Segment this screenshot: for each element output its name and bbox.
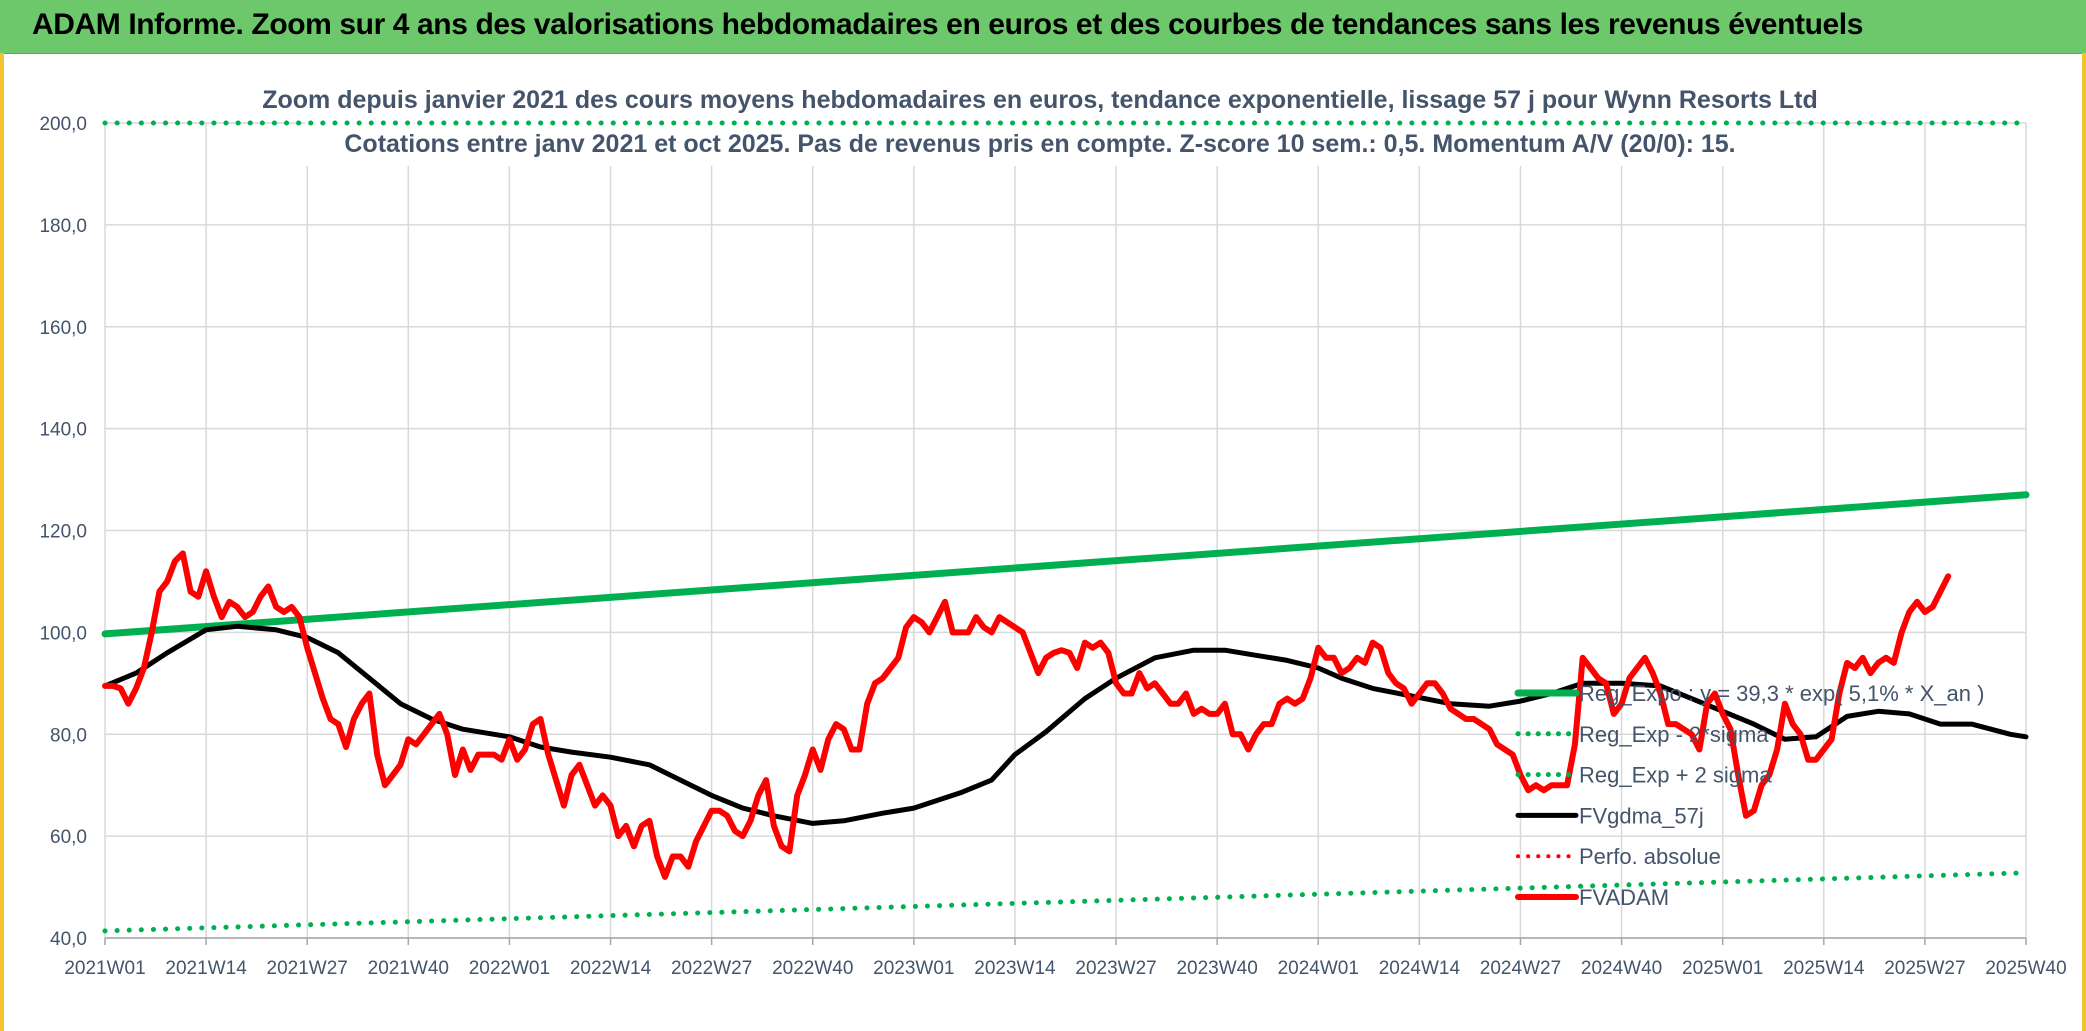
y-tick-label: 60,0 [50,827,87,848]
series-group [101,120,2030,934]
x-tick-label: 2021W27 [267,958,348,979]
chart-frame [0,53,2086,1031]
x-tick-label: 2024W01 [1278,958,1359,979]
x-tick-label: 2023W27 [1075,958,1156,979]
y-tick-label: 120,0 [39,522,87,543]
y-tick-label: 100,0 [39,623,87,644]
price-line-fvadam [102,550,1952,880]
x-tick-label: 2024W14 [1379,958,1461,979]
x-tick-label: 2021W40 [368,958,449,979]
legend-item-perfo-label: Perfo. absolue [1579,844,1721,869]
y-tick-label: 80,0 [50,725,87,746]
grid-lines [104,122,2027,939]
x-tick-label: 2022W40 [772,958,853,979]
x-tick-label: 2024W27 [1480,958,1561,979]
smoothed-line-fvgdma [102,623,2029,826]
report-banner: ADAM Informe. Zoom sur 4 ans des valoris… [0,0,2086,54]
x-tick-label: 2023W01 [873,958,954,979]
x-tick-label: 2024W40 [1581,958,1662,979]
legend-item-fvgdma-label: FVgdma_57j [1579,803,1704,828]
x-tick-label: 2025W40 [1985,958,2066,979]
title-backdrop [305,76,1775,166]
trend-line-expo [101,491,2030,638]
trend-line-minus-2sigma [102,870,2029,934]
y-tick-label: 180,0 [39,216,87,237]
legend-item-reg-expo-label: Reg_Expo : y = 39,3 * exp( 5,1% * X_an ) [1579,681,1984,706]
legend-item-reg-exp-minus-label: Reg_Exp - 2*sigma [1579,722,1769,747]
x-tick-label: 2025W14 [1783,958,1865,979]
legend: Reg_Expo : y = 39,3 * exp( 5,1% * X_an )… [1514,681,1984,910]
x-tick-label: 2025W01 [1682,958,1763,979]
x-tick-label: 2023W14 [974,958,1056,979]
y-tick-label: 140,0 [39,420,87,441]
x-tick-label: 2023W40 [1176,958,1257,979]
y-tick-label: 200,0 [39,114,87,135]
x-tick-label: 2025W27 [1884,958,1965,979]
chart-title-line-2: Cotations entre janv 2021 et oct 2025. P… [344,130,1735,158]
x-axis: 2021W01 2021W14 2021W27 2021W40 2022W01 2022W… [64,937,2067,979]
x-tick-label: 2021W01 [64,958,145,979]
x-tick-label: 2022W27 [671,958,752,979]
x-tick-label: 2022W01 [469,958,550,979]
legend-item-fvadam-label: FVADAM [1579,885,1669,910]
x-tick-label: 2021W14 [165,958,247,979]
x-tick-label: 2022W14 [570,958,652,979]
legend-item-reg-exp-plus-label: Reg_Exp + 2 sigma [1579,763,1772,788]
report-title: ADAM Informe. Zoom sur 4 ans des valoris… [32,8,1864,41]
chart-title-line-1: Zoom depuis janvier 2021 des cours moyen… [262,86,1818,114]
y-tick-label: 160,0 [39,318,87,339]
y-tick-label: 40,0 [50,929,87,950]
y-axis: 200,0 180,0 160,0 140,0 120,0 100,0 80,0 60,0 40… [39,114,87,950]
